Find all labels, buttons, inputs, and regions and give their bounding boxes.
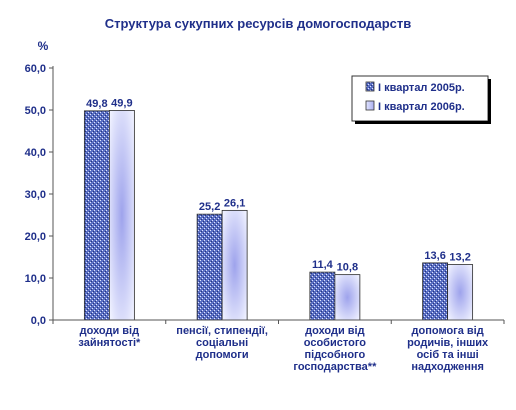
bar-2006 (334, 274, 361, 321)
y-tick-label: 50,0 (25, 105, 46, 117)
legend-swatch-2005 (365, 81, 375, 92)
data-label: 49,9 (111, 97, 132, 109)
category-label-line: доходи від (305, 325, 364, 337)
category-label-line: соціальні (196, 337, 248, 349)
category-label-line: особистого (304, 337, 366, 349)
y-tick-label: 60,0 (25, 63, 46, 75)
data-label: 13,2 (449, 252, 470, 264)
category-label-line: зайнятості* (78, 337, 141, 349)
bar-2006 (447, 264, 474, 321)
data-label: 10,8 (337, 262, 358, 274)
y-tick-label: 20,0 (25, 231, 46, 243)
legend: І квартал 2005р. І квартал 2006р. (351, 75, 491, 124)
category-label-line: родичів, інших (407, 337, 489, 349)
category-label-line: доходи від (80, 325, 139, 337)
category-label-line: господарства** (293, 361, 377, 373)
bar-2005 (83, 110, 110, 321)
category-label-line: осіб та інші (417, 349, 479, 361)
y-tick-label: 30,0 (25, 189, 46, 201)
category-label: пенсії, стипендії, соціальні допомоги (176, 325, 268, 361)
data-label: 26,1 (224, 197, 245, 209)
y-tick-label: 40,0 (25, 147, 46, 159)
category-label: допомога від родичів, інших осіб та інші на… (407, 325, 489, 373)
legend-box (351, 75, 489, 122)
category-label: доходи від особистого підсобного господарст… (293, 325, 377, 373)
axes (52, 66, 505, 324)
category-label-line: підсобного (305, 349, 366, 361)
category-label-line: допомоги (196, 349, 249, 361)
chart-title: Структура сукупних ресурсів домогосподар… (105, 16, 411, 31)
bar-2006 (221, 209, 248, 321)
bar-2006 (108, 110, 135, 321)
y-axis-unit-label: % (38, 39, 49, 53)
bar-2005 (309, 271, 336, 321)
category-label-line: надходження (411, 361, 484, 373)
y-tick-label: 10,0 (25, 273, 46, 285)
data-label: 25,2 (199, 201, 220, 213)
y-axis-ticks: 0,0 10,0 20,0 30,0 40,0 50,0 60,0 (25, 63, 53, 327)
category-label-line: допомога від (412, 325, 484, 337)
bar-2005 (196, 213, 223, 321)
legend-label-2006: І квартал 2006р. (378, 101, 465, 113)
category-label-line: пенсії, стипендії, (176, 325, 268, 337)
data-label: 13,6 (424, 250, 445, 262)
legend-swatch-2006 (365, 100, 375, 111)
legend-shadow-right (488, 79, 491, 124)
x-axis-categories: доходи від зайнятості*пенсії, стипендії, с… (78, 325, 489, 373)
category-label: доходи від зайнятості* (78, 325, 141, 349)
legend-shadow-bottom (355, 121, 491, 124)
y-tick-label: 0,0 (31, 315, 46, 327)
bars (83, 110, 474, 321)
legend-label-2005: І квартал 2005р. (378, 82, 465, 94)
data-label: 49,8 (86, 98, 107, 110)
bar-2005 (422, 262, 449, 321)
data-label: 11,4 (312, 259, 334, 271)
data-labels: 49,8 49,9 25,2 26,1 11,4 10,8 13,6 13,2 (86, 97, 471, 273)
